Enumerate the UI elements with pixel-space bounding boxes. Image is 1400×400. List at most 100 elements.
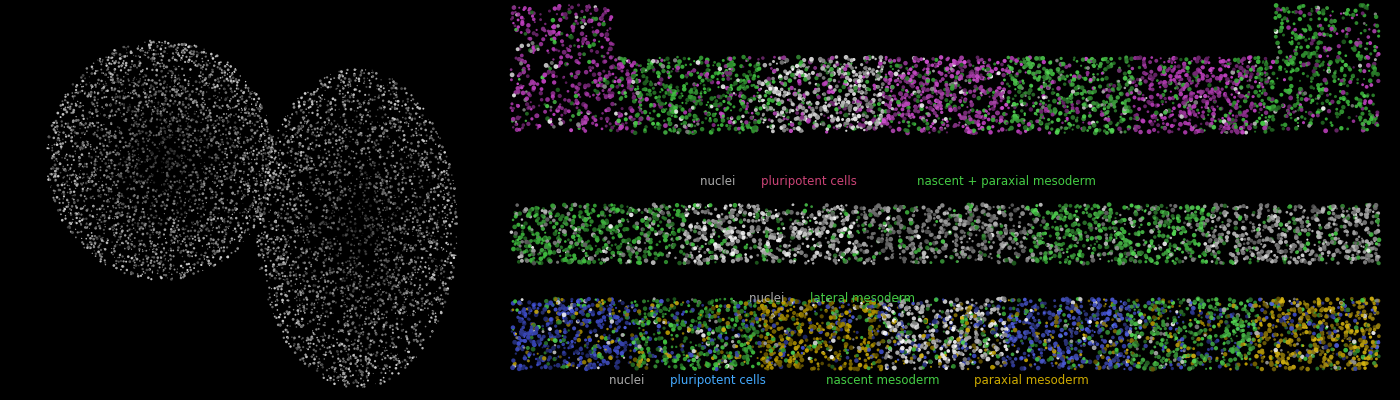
Point — [113, 54, 136, 60]
Point — [1259, 326, 1281, 332]
Point — [385, 85, 407, 91]
Point — [116, 143, 139, 150]
Point — [1319, 32, 1341, 39]
Point — [725, 318, 748, 324]
Point — [1292, 364, 1315, 370]
Point — [196, 166, 218, 172]
Point — [164, 236, 186, 243]
Point — [153, 85, 175, 92]
Point — [440, 203, 462, 209]
Point — [986, 71, 1008, 77]
Point — [57, 167, 80, 174]
Point — [743, 211, 766, 217]
Point — [886, 334, 909, 340]
Point — [1095, 86, 1117, 93]
Point — [435, 240, 458, 246]
Point — [1261, 98, 1284, 104]
Point — [833, 64, 855, 71]
Point — [1067, 256, 1089, 262]
Point — [337, 184, 360, 190]
Point — [903, 334, 925, 340]
Point — [1138, 247, 1161, 254]
Point — [151, 68, 174, 74]
Point — [48, 150, 70, 156]
Point — [876, 352, 899, 359]
Point — [1357, 93, 1379, 99]
Point — [518, 90, 540, 96]
Point — [204, 250, 227, 256]
Point — [242, 202, 265, 209]
Point — [1103, 328, 1126, 334]
Point — [67, 143, 90, 149]
Point — [510, 246, 532, 252]
Point — [147, 267, 169, 274]
Point — [399, 312, 421, 318]
Point — [230, 144, 252, 150]
Point — [297, 224, 319, 230]
Point — [1099, 214, 1121, 220]
Point — [109, 51, 132, 58]
Point — [1261, 103, 1284, 109]
Point — [328, 320, 350, 326]
Point — [335, 98, 357, 104]
Point — [154, 164, 176, 170]
Point — [508, 240, 531, 246]
Point — [1183, 232, 1205, 238]
Point — [1326, 360, 1348, 366]
Point — [281, 139, 304, 145]
Point — [958, 215, 980, 222]
Point — [1280, 88, 1302, 94]
Point — [545, 213, 567, 220]
Point — [1348, 310, 1371, 316]
Point — [949, 332, 972, 338]
Point — [354, 236, 377, 242]
Point — [755, 88, 777, 94]
Point — [855, 73, 878, 80]
Point — [120, 270, 143, 276]
Point — [77, 93, 99, 100]
Point — [1355, 346, 1378, 352]
Point — [976, 63, 998, 69]
Point — [636, 74, 658, 81]
Point — [417, 166, 440, 173]
Point — [379, 242, 402, 248]
Point — [818, 356, 840, 362]
Point — [1166, 309, 1189, 315]
Point — [641, 353, 664, 359]
Point — [186, 171, 209, 178]
Point — [532, 36, 554, 42]
Point — [945, 216, 967, 222]
Point — [603, 346, 626, 352]
Point — [1245, 124, 1267, 130]
Point — [1200, 315, 1222, 321]
Point — [309, 346, 332, 352]
Point — [1177, 212, 1200, 218]
Point — [631, 353, 654, 360]
Point — [617, 303, 640, 310]
Point — [1019, 54, 1042, 61]
Point — [578, 59, 601, 65]
Point — [648, 206, 671, 213]
Point — [372, 250, 395, 257]
Point — [230, 225, 252, 232]
Point — [428, 154, 451, 160]
Point — [952, 365, 974, 371]
Point — [318, 373, 340, 379]
Point — [654, 101, 676, 107]
Point — [617, 209, 640, 216]
Point — [302, 90, 325, 97]
Point — [634, 126, 657, 133]
Text: paraxial mesoderm: paraxial mesoderm — [973, 374, 1088, 387]
Point — [1336, 354, 1358, 360]
Point — [1127, 363, 1149, 370]
Point — [1161, 251, 1183, 258]
Point — [133, 39, 155, 46]
Point — [56, 196, 78, 203]
Point — [1095, 66, 1117, 72]
Point — [1049, 347, 1071, 354]
Point — [966, 113, 988, 119]
Point — [403, 338, 426, 344]
Point — [508, 254, 531, 260]
Point — [272, 132, 294, 138]
Point — [1331, 205, 1354, 212]
